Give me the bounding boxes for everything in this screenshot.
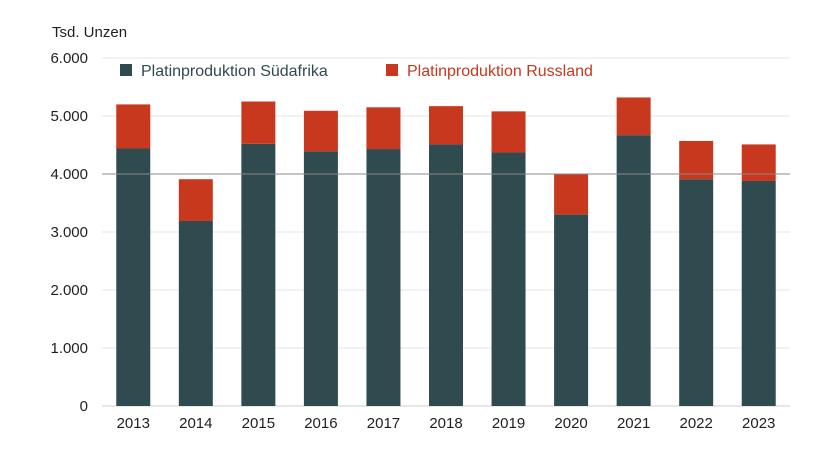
bar-russland (491, 111, 526, 153)
bars (116, 97, 776, 407)
x-tick-label: 2021 (617, 415, 650, 432)
bar-suedafrika (366, 149, 401, 406)
x-tick-label: 2020 (554, 415, 587, 432)
bar-suedafrika (554, 214, 589, 406)
legend-swatch-russland (386, 64, 398, 76)
bar-russland (679, 140, 714, 180)
y-tick-label: 6.000 (50, 50, 88, 67)
x-tick-label: 2017 (367, 415, 400, 432)
bar-russland (429, 106, 463, 145)
legend: Platinproduktion Südafrika Platinprodukt… (120, 63, 593, 80)
x-tick-label: 2022 (679, 415, 712, 432)
x-tick-label: 2016 (304, 415, 337, 432)
x-tick-label: 2023 (742, 415, 775, 432)
bar-russland (554, 174, 589, 215)
y-tick-label: 2.000 (50, 282, 88, 299)
bar-russland (241, 101, 276, 144)
y-tick-label: 5.000 (50, 108, 88, 125)
bar-russland (366, 107, 401, 150)
y-axis-ticks: 0 1.000 2.000 3.000 4.000 5.000 6.000 (50, 50, 88, 415)
bar-suedafrika (116, 148, 151, 407)
y-axis-unit-label: Tsd. Unzen (52, 24, 127, 41)
legend-label-russland: Platinproduktion Russland (407, 63, 593, 80)
x-tick-label: 2013 (117, 415, 150, 432)
bar-suedafrika (429, 144, 463, 407)
bar-suedafrika (741, 180, 776, 406)
x-tick-label: 2014 (179, 415, 212, 432)
x-tick-label: 2018 (429, 415, 462, 432)
y-tick-label: 0 (80, 398, 88, 415)
bar-suedafrika (178, 220, 213, 406)
bar-suedafrika (679, 179, 714, 406)
bar-suedafrika (241, 143, 276, 406)
y-tick-label: 3.000 (50, 224, 88, 241)
x-tick-label: 2019 (492, 415, 525, 432)
bar-suedafrika (491, 152, 526, 406)
bar-russland (616, 97, 651, 136)
bar-russland (741, 144, 776, 181)
bar-russland (178, 179, 213, 221)
bar-suedafrika (303, 151, 338, 406)
bar-suedafrika (616, 135, 651, 406)
x-tick-label: 2015 (242, 415, 275, 432)
y-tick-label: 4.000 (50, 166, 88, 183)
legend-swatch-suedafrika (120, 64, 132, 76)
x-axis-ticks: 2013 2014 2015 2016 2017 2018 2019 2020 2021 2022… (117, 415, 776, 432)
bar-russland (303, 110, 338, 152)
y-tick-label: 1.000 (50, 340, 88, 357)
legend-label-suedafrika: Platinproduktion Südafrika (141, 63, 328, 80)
bar-russland (116, 104, 151, 149)
